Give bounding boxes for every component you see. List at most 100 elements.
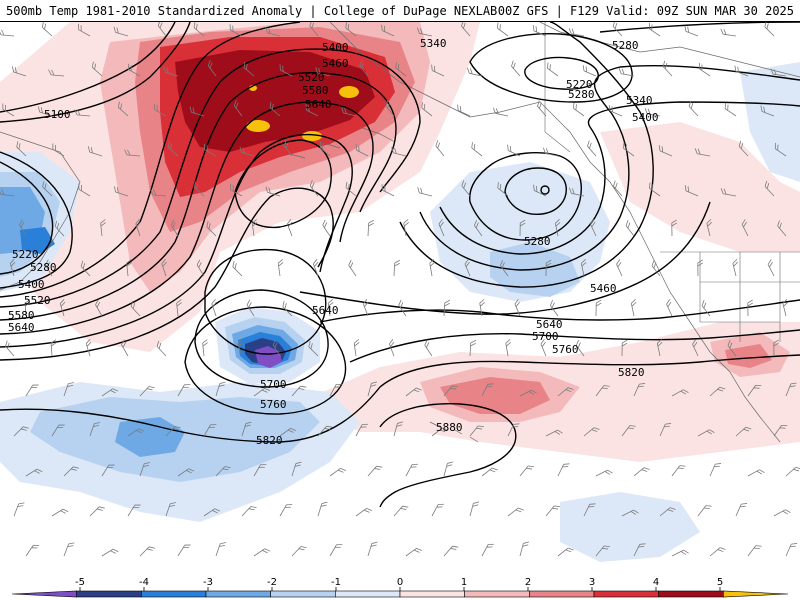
wind-barb xyxy=(741,219,749,237)
wind-barb xyxy=(211,298,217,317)
wind-barb xyxy=(514,299,521,317)
wind-barb xyxy=(19,219,27,237)
label-5460: 5460 xyxy=(322,57,349,70)
wind-barb xyxy=(91,61,103,77)
shade-pos2-east xyxy=(725,344,772,368)
contour-5280-w xyxy=(0,151,73,289)
wind-barb xyxy=(398,299,407,317)
label-5460-east: 5460 xyxy=(590,282,617,295)
wind-barb xyxy=(573,102,585,117)
wind-barb xyxy=(694,148,711,157)
contour-labels: 5400 5340 5280 5460 5520 5580 5640 5100 … xyxy=(8,37,659,447)
wind-barb xyxy=(545,259,552,277)
contour-5880 xyxy=(379,403,517,508)
wind-barb xyxy=(230,183,243,197)
state-borders xyxy=(699,252,800,342)
wind-barb xyxy=(537,100,547,117)
wind-barb xyxy=(467,67,483,77)
wind-barb xyxy=(291,546,307,557)
shade-neg0-ne-corner xyxy=(740,62,800,182)
wind-barb xyxy=(87,146,103,157)
wind-barb xyxy=(497,182,509,197)
wind-barb xyxy=(767,259,775,277)
wind-barb xyxy=(204,143,217,157)
shade-pos4-north xyxy=(175,50,375,152)
contour-5280-ne xyxy=(469,33,633,103)
wind-barb xyxy=(616,259,623,277)
label-5640-cutoff: 5640 xyxy=(312,304,339,317)
wind-barb xyxy=(279,427,297,437)
wind-barb xyxy=(341,107,357,117)
wind-barb xyxy=(127,504,141,517)
wind-barb xyxy=(424,339,433,357)
wind-barb xyxy=(709,547,726,557)
wind-barb xyxy=(735,426,752,437)
coastline-north-alaska xyxy=(539,22,800,78)
label-5280-ne2: 5280 xyxy=(568,88,595,101)
wind-barb xyxy=(720,28,737,37)
wind-barb xyxy=(461,22,471,37)
wind-barb xyxy=(671,219,677,237)
wind-barb xyxy=(697,429,715,437)
contour-5580-inner xyxy=(234,139,332,229)
wind-barb xyxy=(130,300,141,317)
wind-barb xyxy=(405,387,422,397)
wind-barb xyxy=(438,219,445,237)
wind-barb xyxy=(286,219,293,237)
wind-barb xyxy=(391,147,407,157)
wind-barb xyxy=(590,219,597,237)
colorbar-tick-label: -2 xyxy=(267,577,277,588)
contour-5520-main xyxy=(0,101,374,335)
wind-barb xyxy=(139,462,151,477)
hawaii-islands xyxy=(429,421,479,443)
wind-barb xyxy=(777,220,787,237)
wind-barb xyxy=(405,547,423,557)
wind-barb xyxy=(101,464,115,477)
wind-barb xyxy=(443,461,454,477)
wind-barb xyxy=(580,259,587,277)
wind-barb xyxy=(277,259,284,277)
wind-barb xyxy=(100,219,106,237)
label-5400-east: 5400 xyxy=(632,111,659,124)
label-5100: 5100 xyxy=(44,108,71,121)
wind-barb xyxy=(774,142,787,157)
wind-barb xyxy=(505,339,511,357)
label-5520: 5520 xyxy=(298,71,325,84)
contour-5820-main xyxy=(0,354,800,443)
wind-barb xyxy=(13,502,25,517)
colorbar-tick-label: -1 xyxy=(331,577,341,588)
label-5700-cutoff: 5700 xyxy=(260,378,287,391)
wind-barb xyxy=(327,299,334,317)
wind-barb xyxy=(381,184,395,197)
wind-barb xyxy=(471,142,483,157)
wind-barb xyxy=(381,24,395,37)
wind-barb xyxy=(507,144,521,157)
label-5580: 5580 xyxy=(302,84,329,97)
colorbar-segment-pos1 xyxy=(464,590,530,598)
wind-barb xyxy=(279,504,293,517)
wind-barb xyxy=(215,466,231,477)
wind-barb xyxy=(469,425,485,437)
shade-pos0-ne xyxy=(600,122,800,252)
colorbar-tick-label: -3 xyxy=(203,577,213,588)
wind-barb xyxy=(291,461,302,477)
wind-barb xyxy=(13,426,29,437)
contour-5460-east xyxy=(399,22,654,288)
wind-barb xyxy=(507,423,520,437)
wind-barb xyxy=(177,384,191,397)
wind-barb xyxy=(253,548,271,557)
shade-pos5-patch-1 xyxy=(246,120,270,132)
colorbar-tick-label: 3 xyxy=(589,577,595,588)
colorbar-segment-neg5 xyxy=(11,590,77,598)
wind-barb xyxy=(170,219,179,237)
contour-5700-cutoff xyxy=(194,289,329,388)
wind-barb xyxy=(608,105,623,117)
wind-barb xyxy=(633,467,650,477)
wind-barb xyxy=(569,187,585,197)
wind-barb xyxy=(319,141,331,157)
label-5280-northeast: 5280 xyxy=(612,39,639,52)
contour-5340-w xyxy=(0,22,301,298)
colorbar-segment-neg2 xyxy=(205,590,271,598)
wind-barb xyxy=(618,68,635,77)
wind-barb xyxy=(101,548,119,557)
